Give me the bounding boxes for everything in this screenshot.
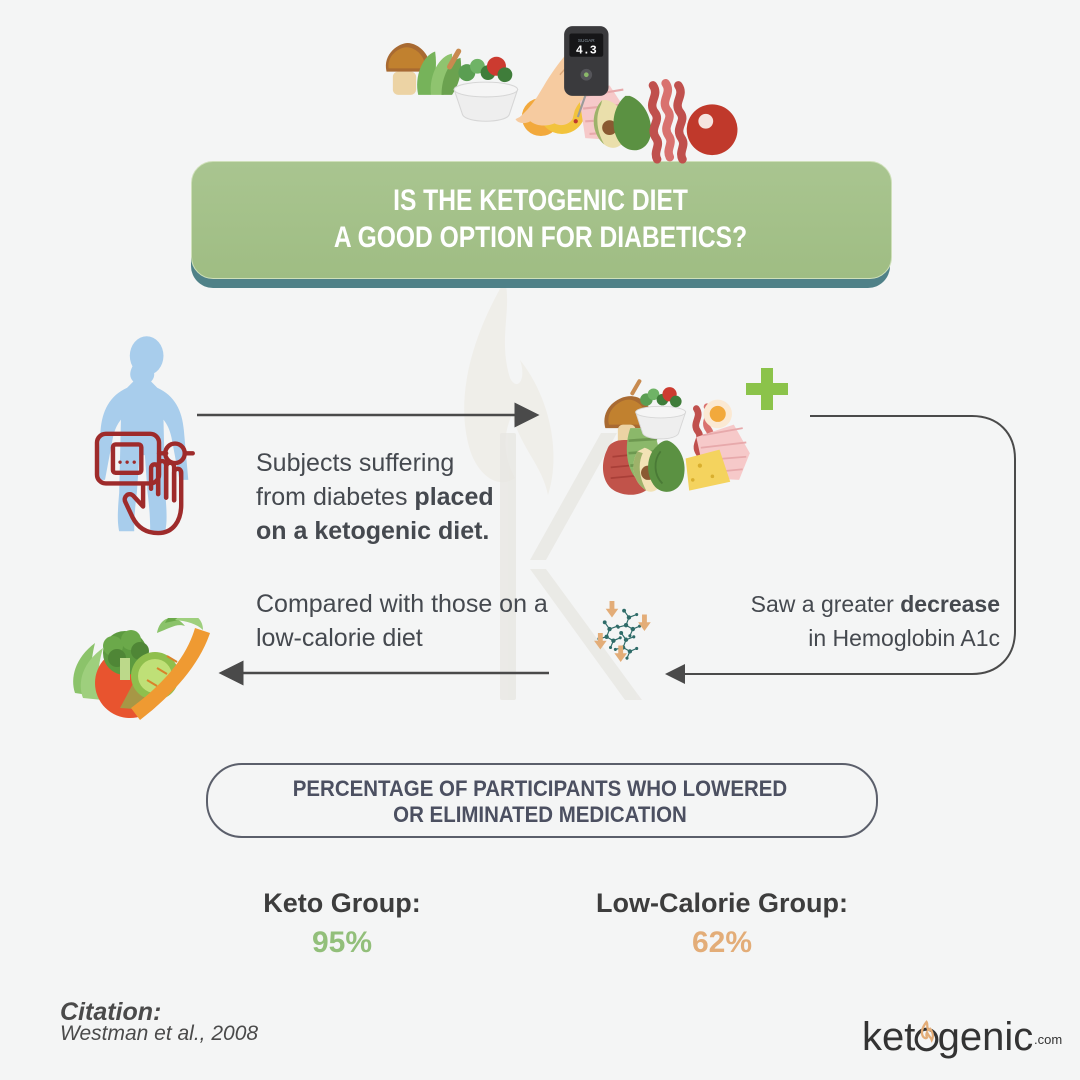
svg-text:SUGAR: SUGAR (578, 38, 595, 44)
svg-text:4.3: 4.3 (576, 45, 597, 58)
